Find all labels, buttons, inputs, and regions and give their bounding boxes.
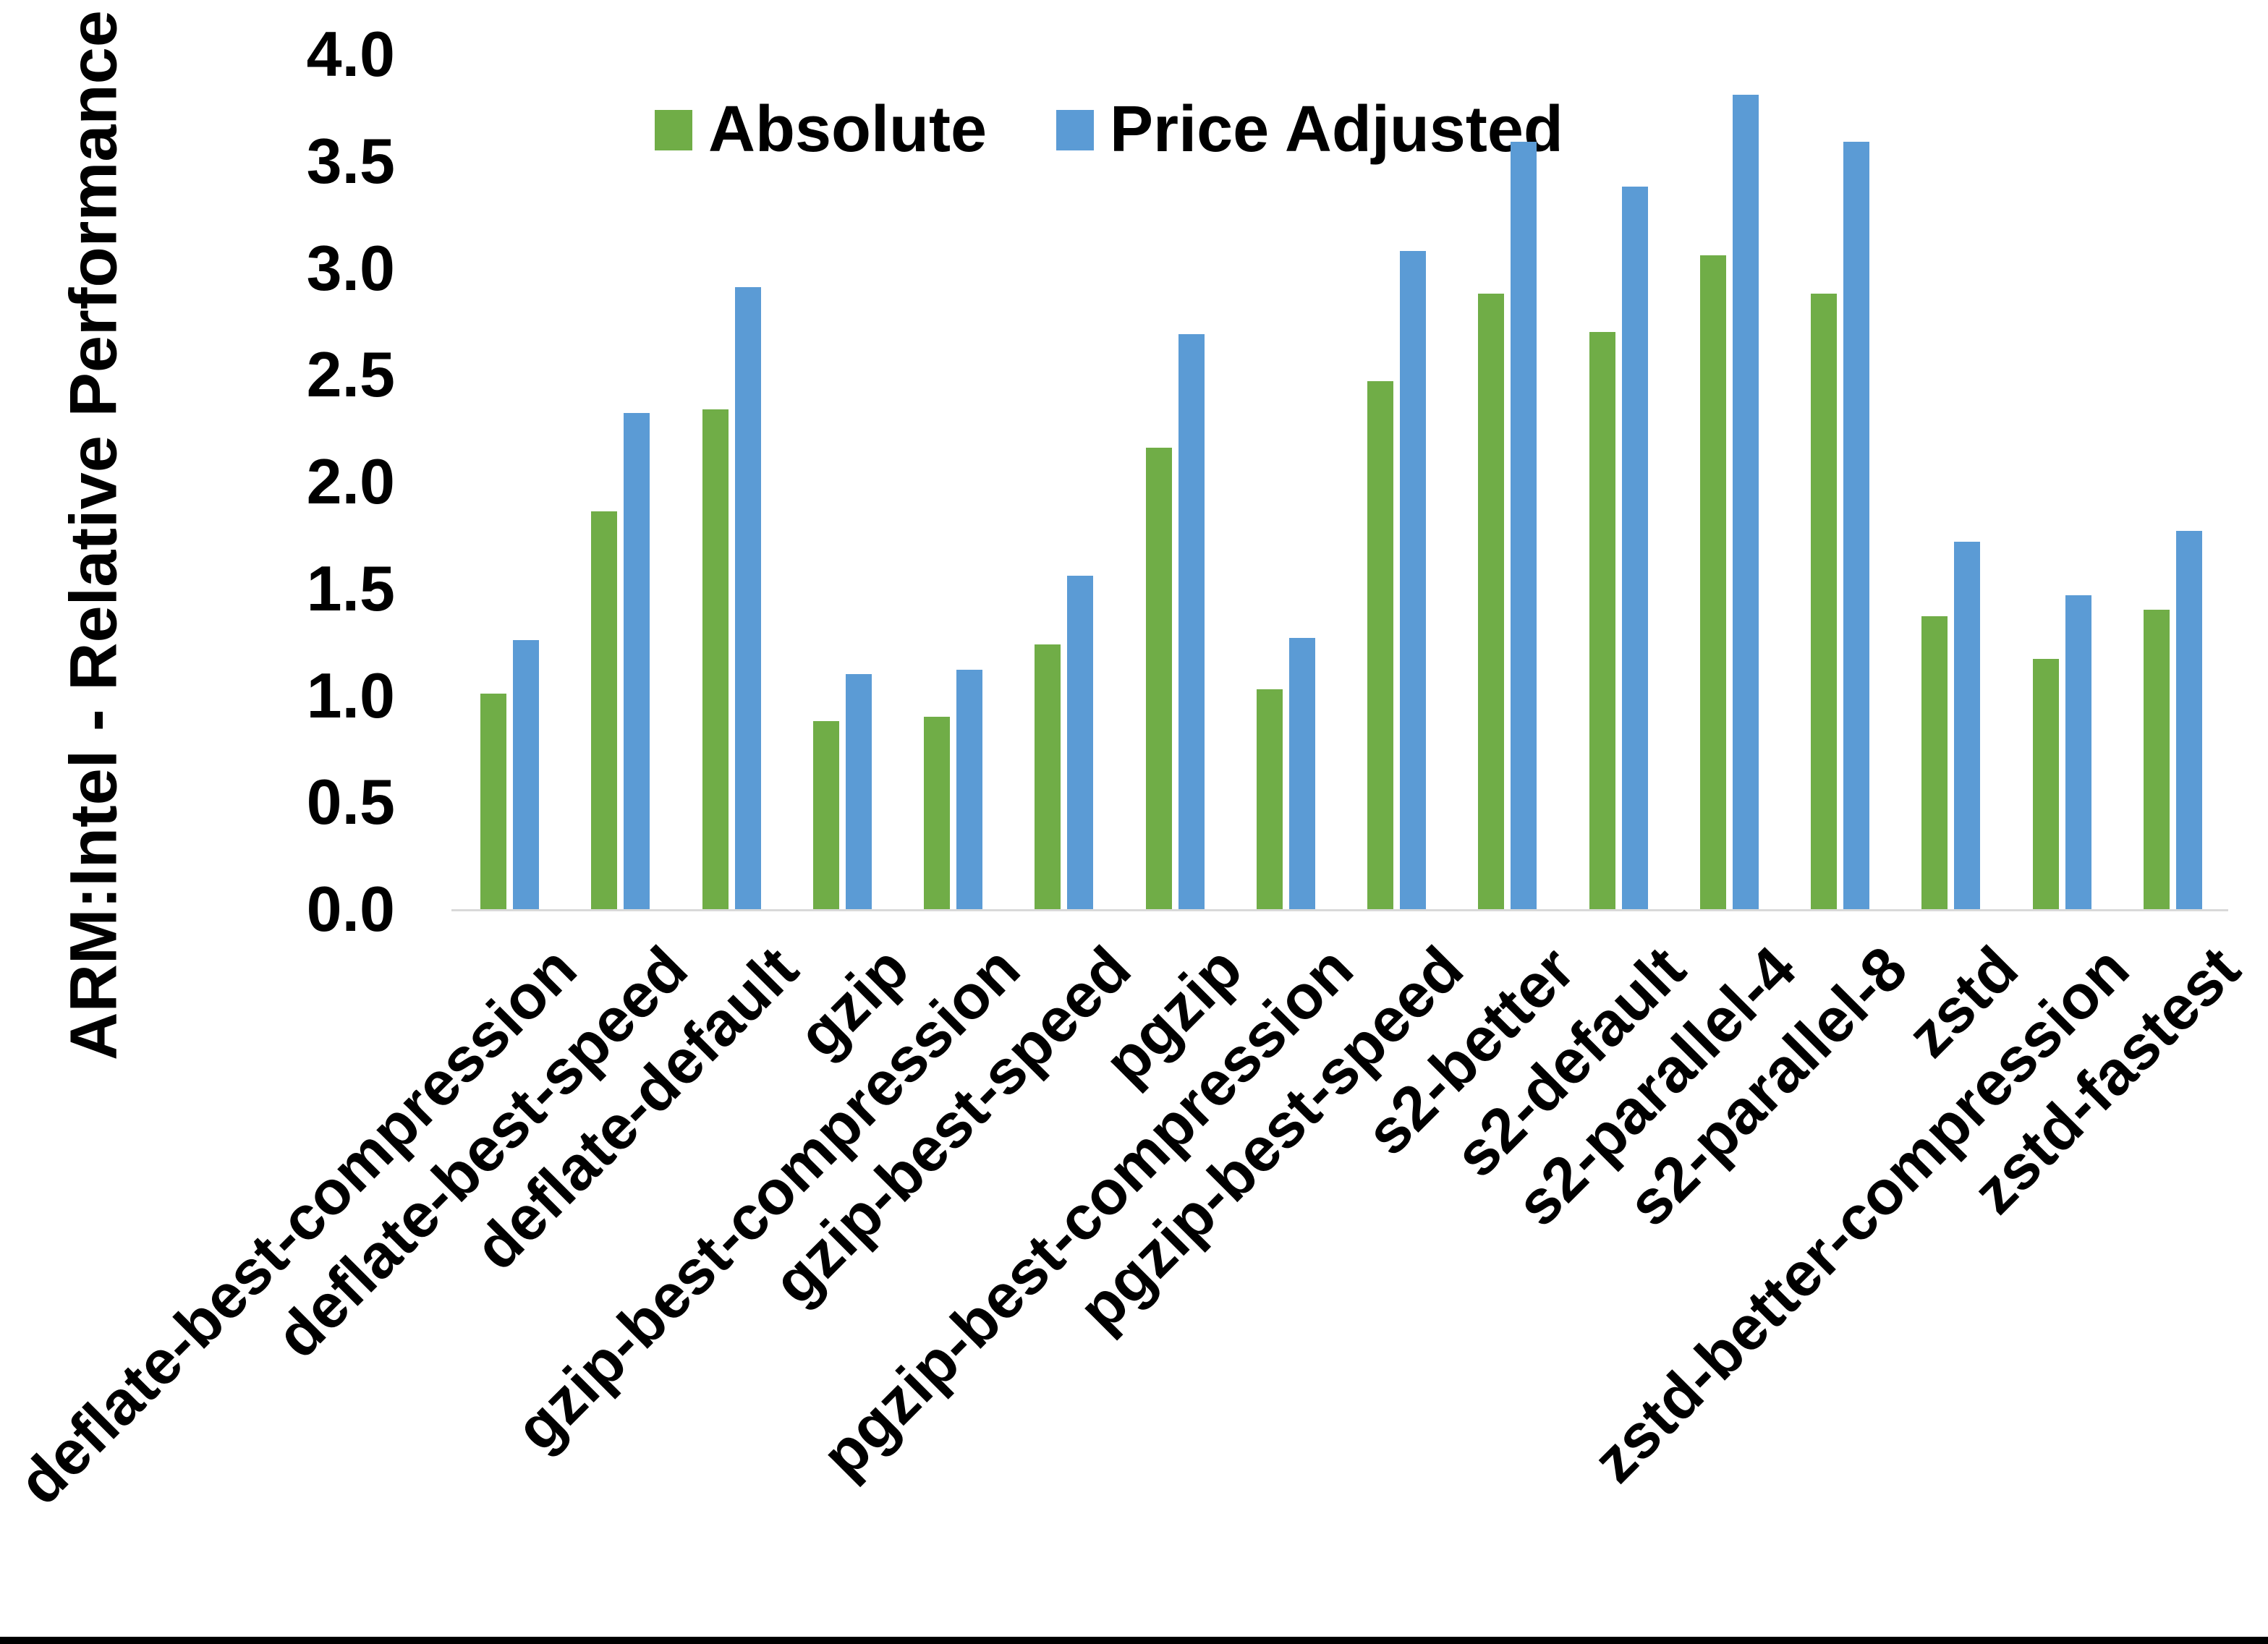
bar-absolute-gzip-best-compression — [924, 717, 951, 909]
bar-group-s2-better — [1452, 54, 1563, 909]
bar-group-deflate-best-compression — [454, 54, 565, 909]
bar-price-adjusted-pgzip — [1178, 334, 1205, 909]
legend-swatch-absolute — [655, 109, 692, 150]
bar-absolute-gzip-best-speed — [1035, 644, 1061, 909]
y-tick-label-4.0: 4.0 — [306, 18, 395, 90]
bar-price-adjusted-s2-default — [1621, 187, 1648, 909]
bar-price-adjusted-deflate-default — [734, 287, 761, 909]
bar-absolute-s2-better — [1478, 293, 1505, 909]
bar-absolute-zstd — [1921, 616, 1948, 909]
bar-group-deflate-default — [676, 54, 787, 909]
bar-group-pgzip-best-compression — [1231, 54, 1341, 909]
y-tick-label-3.0: 3.0 — [306, 231, 395, 304]
legend-item-absolute: Absolute — [655, 93, 987, 167]
bar-absolute-deflate-default — [702, 409, 729, 909]
bottom-border-line — [0, 1637, 2268, 1644]
x-axis-labels: deflate-best-compression deflate-best-spe… — [5, 933, 2253, 1584]
bar-absolute-zstd-fastest — [2143, 610, 2170, 909]
bar-group-pgzip-best-speed — [1341, 54, 1452, 909]
legend-swatch-price-adjusted — [1056, 109, 1095, 150]
bar-price-adjusted-s2-parallel-8 — [1843, 142, 1870, 909]
bar-price-adjusted-deflate-best-compression — [513, 639, 540, 909]
legend-label-price-adjusted: Price Adjusted — [1110, 93, 1563, 166]
plot-area — [451, 54, 2228, 911]
bar-group-s2-parallel-4 — [1674, 54, 1785, 909]
bar-absolute-s2-parallel-4 — [1699, 255, 1726, 909]
bar-price-adjusted-gzip-best-speed — [1067, 576, 1094, 909]
bar-absolute-zstd-better-compression — [2032, 659, 2059, 909]
bar-group-deflate-best-speed — [565, 54, 676, 909]
bar-group-s2-default — [1563, 54, 1674, 909]
bar-price-adjusted-gzip-best-compression — [956, 670, 983, 909]
bar-absolute-s2-default — [1589, 332, 1615, 909]
bar-absolute-pgzip-best-compression — [1256, 689, 1283, 909]
bar-absolute-pgzip — [1145, 447, 1172, 909]
bar-absolute-deflate-best-speed — [591, 511, 618, 909]
legend-label-absolute: Absolute — [708, 93, 988, 166]
y-tick-label-2.5: 2.5 — [306, 338, 395, 411]
bar-group-gzip-best-speed — [1008, 54, 1119, 909]
bar-price-adjusted-zstd — [1954, 541, 1981, 909]
legend: Absolute Price Adjusted — [655, 93, 1563, 167]
y-tick-label-3.5: 3.5 — [306, 124, 395, 197]
bar-price-adjusted-pgzip-best-compression — [1288, 637, 1315, 909]
y-tick-label-0.5: 0.5 — [306, 766, 395, 838]
bar-absolute-gzip — [812, 720, 839, 909]
bar-price-adjusted-zstd-fastest — [2175, 530, 2202, 909]
bar-group-gzip-best-compression — [898, 54, 1008, 909]
bar-group-gzip — [787, 54, 898, 909]
bar-absolute-deflate-best-compression — [480, 693, 507, 909]
bar-price-adjusted-pgzip-best-speed — [1400, 250, 1427, 909]
bar-group-zstd-better-compression — [2007, 54, 2118, 909]
y-axis-title: ARM:Intel - Relative Performance — [56, 10, 131, 1060]
bar-price-adjusted-s2-parallel-4 — [1732, 95, 1759, 909]
y-tick-label-1.5: 1.5 — [306, 552, 395, 624]
y-tick-label-0.0: 0.0 — [306, 873, 395, 945]
bar-price-adjusted-s2-better — [1511, 142, 1537, 909]
bar-absolute-s2-parallel-8 — [1811, 293, 1838, 909]
bar-group-zstd — [1895, 54, 2006, 909]
legend-item-price-adjusted: Price Adjusted — [1056, 93, 1563, 167]
bar-group-pgzip — [1120, 54, 1231, 909]
bar-group-zstd-fastest — [2118, 54, 2228, 909]
bar-absolute-pgzip-best-speed — [1367, 381, 1394, 909]
y-tick-label-2.0: 2.0 — [306, 446, 395, 517]
bar-price-adjusted-gzip — [845, 673, 872, 909]
bar-group-s2-parallel-8 — [1785, 54, 1895, 909]
x-axis-line — [451, 909, 2228, 911]
bar-price-adjusted-zstd-better-compression — [2065, 595, 2091, 909]
bar-price-adjusted-deflate-best-speed — [624, 413, 650, 909]
y-tick-label-1.0: 1.0 — [306, 659, 395, 731]
